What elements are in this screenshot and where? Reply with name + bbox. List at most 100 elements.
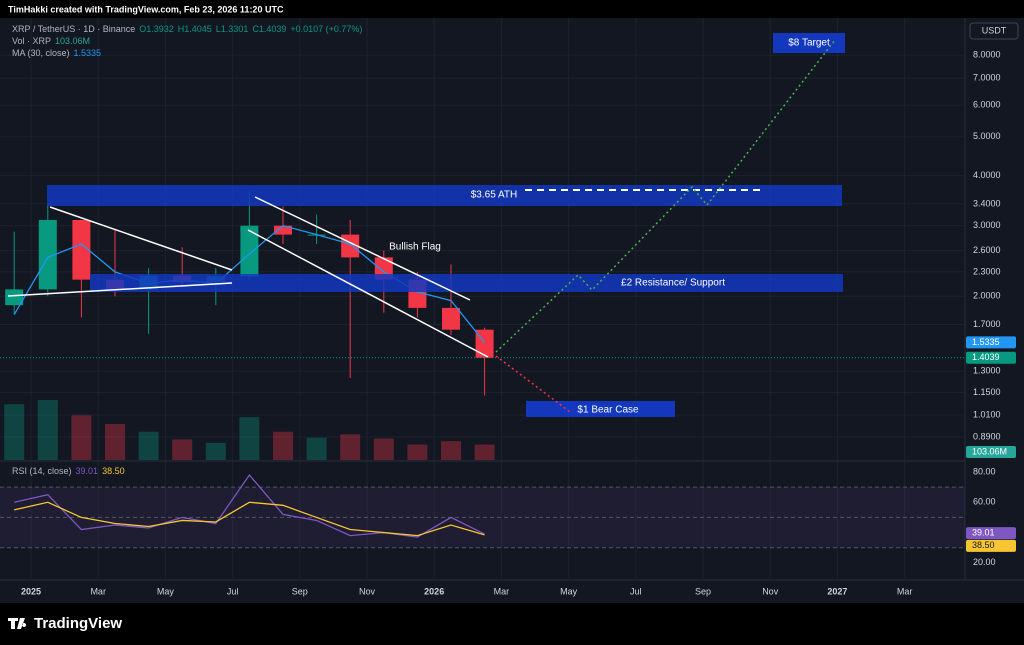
volume-bar <box>441 441 461 460</box>
candle-body <box>38 219 57 290</box>
y-tick-label: 8.0000 <box>973 49 1001 59</box>
credit: TimHakki created with TradingView.com, F… <box>8 4 284 14</box>
volume-bar <box>105 424 125 460</box>
volume-badge: 103.06M <box>972 446 1007 456</box>
x-tick-label: Mar <box>90 586 106 596</box>
x-tick-label: May <box>157 586 175 596</box>
rsi-ma-badge-bg <box>966 539 1016 552</box>
ohlc: O1.3932 H1.4045 L1.3301 C1.4039 +0.0107 (+0.… <box>139 24 366 34</box>
bear-box <box>526 401 675 417</box>
annotation: $3.65 ATH <box>471 190 518 201</box>
y-tick-label: 2.0000 <box>973 291 1001 301</box>
x-tick-label: 2026 <box>424 586 444 596</box>
annotation: $1 Bear Case <box>577 405 639 416</box>
rsi-last: 39.01 <box>75 466 99 476</box>
y-tick-label: 1.1500 <box>973 387 1001 397</box>
volume-bar <box>273 431 293 460</box>
rsi-badge-bg <box>966 527 1016 540</box>
price-badge: 1.4039 <box>972 352 1000 362</box>
rsi-tick-label: 60.00 <box>973 497 996 507</box>
x-tick-label: May <box>560 586 578 596</box>
ohlc-value: O1.3932 <box>139 24 174 34</box>
trend-line <box>49 206 233 271</box>
annotation: £2 Resistance/ Support <box>621 278 725 289</box>
rsi-tick-label: 20.00 <box>973 557 996 567</box>
trend-line <box>7 282 233 297</box>
annotation: $8 Target <box>788 38 830 49</box>
currency: USDT <box>982 25 1007 35</box>
ohlc-value: L1.3301 <box>215 24 249 34</box>
rsi-line <box>14 473 485 538</box>
candle-body <box>72 219 91 280</box>
x-tick-label: 2025 <box>21 586 41 596</box>
rsi-band <box>0 487 965 548</box>
credit-bar <box>0 0 1024 18</box>
volume-bar <box>205 442 226 460</box>
candle-body <box>5 289 24 306</box>
x-tick-label: Nov <box>359 586 376 596</box>
y-tick-label: 2.6000 <box>973 245 1001 255</box>
price-badge-bg <box>966 351 1016 364</box>
volume-last: 103.06M <box>55 36 91 46</box>
rsi-badge: 39.01 <box>972 527 995 537</box>
candle-body <box>240 225 259 277</box>
y-tick-label: 0.8900 <box>973 431 1001 441</box>
volume-bar <box>172 439 193 460</box>
rsi-ma-badge: 38.50 <box>972 540 995 550</box>
annotation: Bullish Flag <box>389 242 441 253</box>
legend-row: MA (30, close) 1.5335 <box>12 48 105 58</box>
volume-bar <box>407 444 428 460</box>
ma-badge: 1.5335 <box>972 337 1000 347</box>
volume-bar <box>4 404 25 460</box>
ma-badge-bg <box>966 336 1016 349</box>
y-tick-label: 4.0000 <box>973 170 1001 180</box>
rsi-name: RSI (14, close) <box>12 466 72 476</box>
rsi-tick-label: 80.00 <box>973 466 996 476</box>
ma-last: 1.5335 <box>73 48 102 58</box>
y-tick-label: 1.7000 <box>973 319 1001 329</box>
volume-bar <box>239 417 260 460</box>
x-tick-label: Mar <box>494 586 510 596</box>
y-tick-label: 3.0000 <box>973 220 1001 230</box>
x-tick-label: Nov <box>762 586 779 596</box>
volume-bar <box>474 444 495 460</box>
y-tick-label: 1.3000 <box>973 366 1001 376</box>
flag-line <box>254 196 471 301</box>
ohlc-value: C1.4039 <box>252 24 287 34</box>
volume-bar <box>373 438 394 460</box>
chart-background <box>0 0 1024 603</box>
ath-zone <box>47 185 842 206</box>
ma-name: MA (30, close) <box>12 48 70 58</box>
footer-background <box>0 603 1024 645</box>
ohlc-value: H1.4045 <box>177 24 212 34</box>
volume-badge-bg <box>966 446 1016 458</box>
candle-body <box>442 307 460 330</box>
y-tick-label: 6.0000 <box>973 99 1001 109</box>
x-tick-label: Jul <box>630 586 642 596</box>
y-tick-label: 5.0000 <box>973 131 1001 141</box>
target-box <box>773 33 845 53</box>
candle-body <box>274 225 292 235</box>
x-tick-label: Jul <box>227 586 239 596</box>
volume-bar <box>306 437 327 460</box>
ohlc-value: +0.0107 (+0.77%) <box>290 24 363 34</box>
legend-row: Vol · XRP 103.06M <box>12 36 94 46</box>
x-tick-label: 2027 <box>827 586 847 596</box>
volume-bar <box>71 415 92 460</box>
flag-line <box>247 229 489 358</box>
y-tick-label: 7.0000 <box>973 73 1001 83</box>
rsi-ma-line <box>14 501 485 537</box>
volume-name: Vol · XRP <box>12 36 52 46</box>
x-tick-label: Mar <box>897 586 913 596</box>
bear-projection <box>495 355 571 413</box>
logo: TradingView <box>34 615 122 632</box>
legend-row: RSI (14, close) 39.01 38.50 <box>12 466 129 476</box>
volume-bar <box>138 431 159 460</box>
symbol: XRP / TetherUS · 1D · Binance <box>12 24 136 34</box>
legend-row: XRP / TetherUS · 1D · Binance O1.3932 H1.4… <box>12 24 370 34</box>
logo-icon <box>8 618 27 629</box>
currency-box <box>969 22 1019 40</box>
